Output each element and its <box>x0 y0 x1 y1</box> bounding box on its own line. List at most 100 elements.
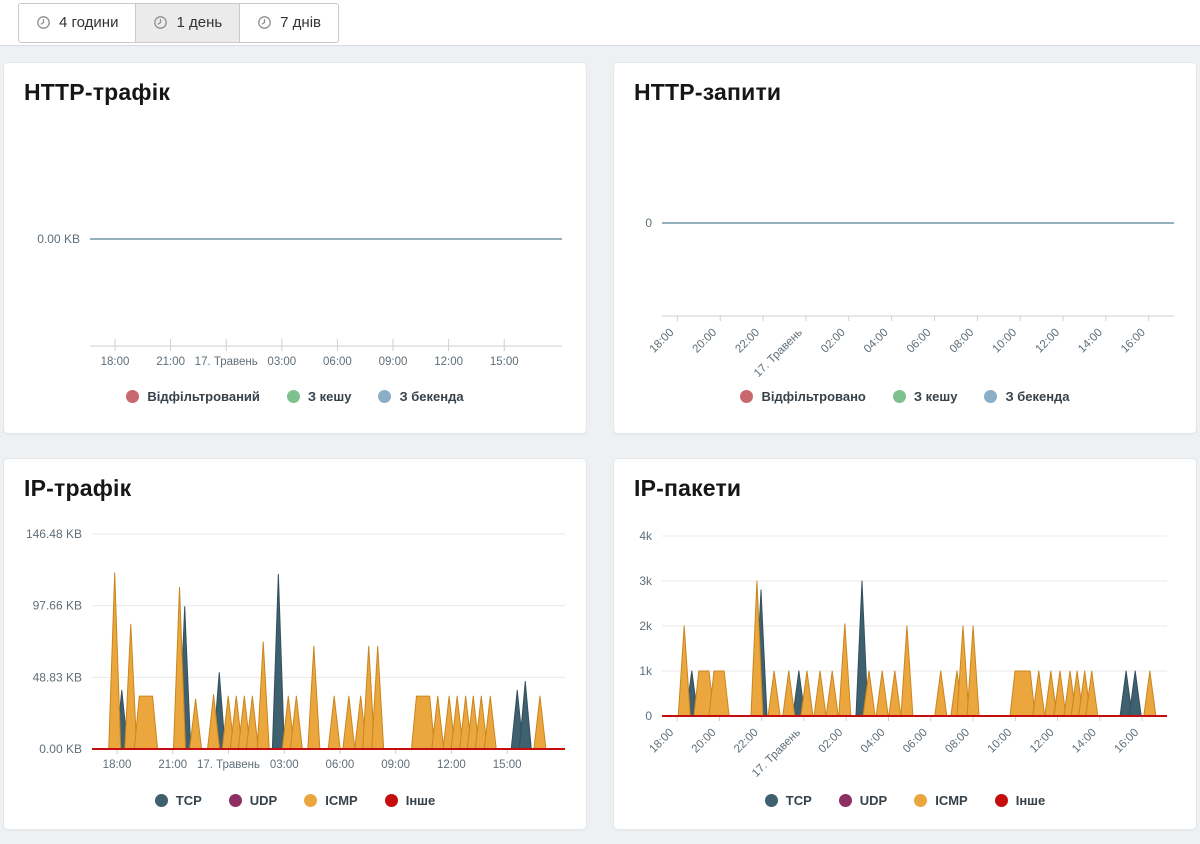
series-area-ICMP <box>256 641 270 750</box>
ip-packets-chart-canvas: 18:00 20:00 22:00 17. Травень 02:00 04:00 06:0… <box>614 459 1196 829</box>
x-axis-label: 21:00 <box>156 356 185 368</box>
chart-title: IP-пакети <box>634 475 742 501</box>
series-area-ICMP <box>289 695 303 750</box>
ip-traffic-chart-canvas: 18:00 21:00 17. Травень 03:00 06:00 09:00 12:0… <box>4 459 586 829</box>
legend-item-TCP[interactable]: TCP <box>154 793 202 808</box>
x-axis-label: 10:00 <box>990 327 1019 356</box>
legend-item-З бекенда[interactable]: З бекенда <box>378 389 464 404</box>
x-axis-label: 16:00 <box>1112 727 1141 756</box>
clock-icon <box>37 16 50 29</box>
series-area-TCP <box>271 573 285 750</box>
y-axis-label: 4k <box>639 529 653 543</box>
legend-item-З кешу[interactable]: З кешу <box>286 389 352 404</box>
legend-dot <box>984 390 998 403</box>
legend-item-З кешу[interactable]: З кешу <box>892 389 957 404</box>
ip-traffic-legend: TCP UDP ICMP Інше <box>4 793 586 808</box>
legend-label: Відфільтрований <box>147 389 260 404</box>
x-axis-label: 18:00 <box>647 727 676 756</box>
legend-item-TCP[interactable]: TCP <box>764 793 812 808</box>
series-area-ICMP <box>782 670 796 717</box>
series-area-ICMP <box>133 695 159 750</box>
series-area-ICMP <box>307 645 321 750</box>
legend-label: ICMP <box>325 793 358 808</box>
legend-item-Відфільтровано[interactable]: Відфільтровано <box>740 389 866 404</box>
x-axis-label: 06:00 <box>901 727 930 756</box>
x-axis-label: 17. Травень <box>195 356 258 368</box>
http-requests-panel: 18:00 20:00 22:00 17. Травень 02:00 04:00 06:0… <box>613 62 1197 434</box>
series-area-ICMP <box>108 572 122 750</box>
series-area-ICMP <box>342 695 356 750</box>
series-area-ICMP <box>327 695 341 750</box>
time-range-4h-button[interactable]: 4 години <box>18 2 137 43</box>
legend-dot <box>286 390 300 403</box>
legend-label: UDP <box>249 793 278 808</box>
x-axis-label: 18:00 <box>103 759 132 771</box>
legend-dot <box>914 794 928 807</box>
legend-dot <box>228 794 242 807</box>
y-axis-label: 2k <box>639 619 653 633</box>
x-axis-label: 03:00 <box>270 759 299 771</box>
series-area-ICMP <box>410 695 436 750</box>
time-range-1d-button[interactable]: 1 день <box>135 2 241 43</box>
series-area-ICMP <box>371 645 385 750</box>
x-axis-label: 15:00 <box>490 356 519 368</box>
series-area-ICMP <box>1053 670 1067 717</box>
series-area-ICMP <box>838 623 852 717</box>
legend-item-ICMP[interactable]: ICMP <box>304 793 358 808</box>
x-axis-label: 03:00 <box>267 356 296 368</box>
legend-label: UDP <box>859 793 888 808</box>
x-axis-label: 18:00 <box>101 356 130 368</box>
ip-packets-legend: TCP UDP ICMP Інше <box>614 793 1196 808</box>
series-area-ICMP <box>934 670 948 717</box>
series-area-ICMP <box>124 623 138 750</box>
ip-traffic-panel: 18:00 21:00 17. Травень 03:00 06:00 09:00 12:0… <box>3 458 587 830</box>
x-axis-label: 16:00 <box>1119 327 1148 356</box>
series-area-ICMP <box>533 695 547 750</box>
y-axis-label: 3k <box>639 574 653 588</box>
x-axis-label: 12:00 <box>434 356 463 368</box>
x-axis-label: 02:00 <box>819 327 848 356</box>
chart-title: IP-трафік <box>24 475 132 501</box>
legend-label: TCP <box>175 793 202 808</box>
x-axis-label: 12:00 <box>437 759 466 771</box>
clock-icon <box>154 16 168 29</box>
x-axis-label: 09:00 <box>381 759 410 771</box>
legend-label: З бекенда <box>399 389 464 404</box>
legend-item-Відфільтрований[interactable]: Відфільтрований <box>126 389 260 404</box>
x-axis-label: 06:00 <box>323 356 352 368</box>
series-area-ICMP <box>1143 670 1157 717</box>
http-requests-legend: Відфільтровано З кешу З бекенда <box>614 389 1196 404</box>
legend-label: Інше <box>1015 793 1046 808</box>
legend-item-Інше[interactable]: Інше <box>384 793 435 808</box>
time-range-7d-button[interactable]: 7 днів <box>239 2 340 43</box>
legend-item-ICMP[interactable]: ICMP <box>914 793 968 808</box>
legend-item-З бекенда[interactable]: З бекенда <box>984 389 1070 404</box>
legend-item-UDP[interactable]: UDP <box>228 793 278 808</box>
legend-dot <box>126 390 140 403</box>
series-area-ICMP <box>431 695 445 750</box>
y-axis-label: 146.48 KB <box>26 527 82 541</box>
http-traffic-panel: 18:00 21:00 17. Травень 03:00 06:00 09:00 12:0… <box>3 62 587 434</box>
legend-label: TCP <box>785 793 812 808</box>
series-area-ICMP <box>1009 670 1036 717</box>
time-range-button-label: 4 години <box>59 14 119 31</box>
x-axis-label: 22:00 <box>732 727 761 756</box>
clock-icon <box>258 16 272 29</box>
series-area-ICMP <box>1032 670 1046 717</box>
x-axis-label: 12:00 <box>1033 327 1062 356</box>
x-axis-label: 09:00 <box>379 356 408 368</box>
x-axis-label: 20:00 <box>690 327 719 356</box>
legend-item-Інше[interactable]: Інше <box>994 793 1046 808</box>
x-axis-label: 17. Травень <box>197 759 260 771</box>
y-axis-label: 97.66 KB <box>33 599 82 613</box>
legend-dot <box>740 390 754 403</box>
x-axis-label: 04:00 <box>862 327 891 356</box>
x-axis-label: 12:00 <box>1028 727 1057 756</box>
series-area-ICMP <box>813 670 827 717</box>
chart-title: HTTP-запити <box>634 79 782 105</box>
legend-item-UDP[interactable]: UDP <box>838 793 888 808</box>
http-traffic-chart-canvas: 18:00 21:00 17. Травень 03:00 06:00 09:00 12:0… <box>4 63 586 433</box>
x-axis-label: 14:00 <box>1076 327 1105 356</box>
legend-label: З кешу <box>307 389 352 404</box>
legend-dot <box>892 390 906 403</box>
